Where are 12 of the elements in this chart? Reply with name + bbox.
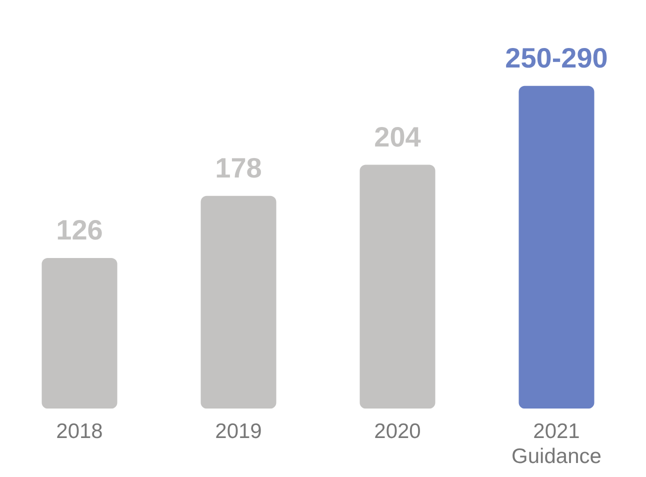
bar	[360, 164, 436, 409]
bar	[518, 86, 594, 409]
x-tick-label: 2021 Guidance	[512, 420, 602, 468]
x-tick-label: 2018	[56, 420, 103, 443]
data-label: 250-290	[505, 42, 608, 74]
data-label: 178	[215, 152, 262, 184]
x-tick-label: 2019	[215, 420, 262, 443]
bar	[42, 258, 118, 409]
data-label: 126	[56, 214, 103, 246]
data-label: 204	[374, 121, 422, 152]
bar	[200, 196, 276, 409]
x-tick-label: 2020	[374, 420, 421, 443]
